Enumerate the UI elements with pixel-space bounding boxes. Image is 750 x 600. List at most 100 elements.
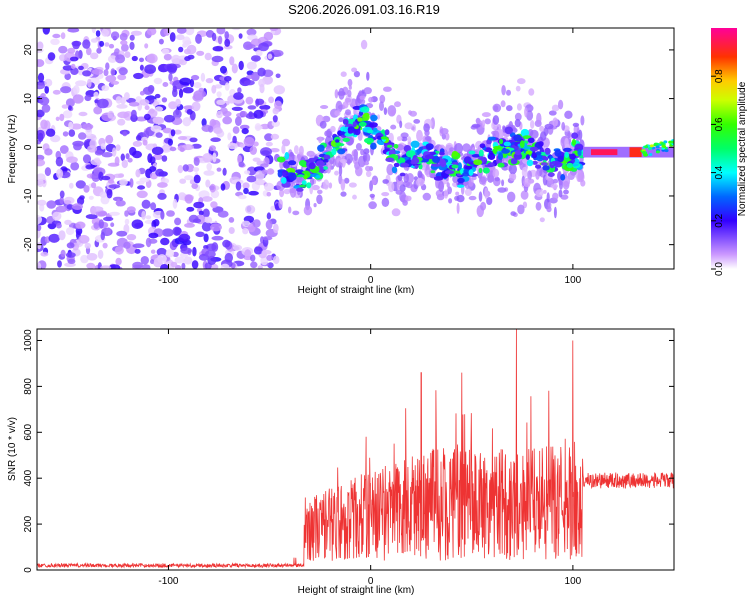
heatmap-cell: [166, 210, 175, 217]
heatmap-cell: [237, 87, 242, 94]
heatmap-cell: [163, 53, 172, 61]
heatmap-cell: [67, 28, 80, 33]
heatmap-cell: [515, 85, 521, 92]
heatmap-cell: [107, 110, 115, 119]
heatmap-cell: [86, 262, 96, 269]
heatmap-cell: [91, 172, 101, 183]
heatmap-cell: [195, 33, 202, 44]
heatmap-cell: [162, 82, 169, 87]
heatmap-cell: [37, 262, 42, 269]
heatmap-cell: [500, 100, 506, 108]
heatmap-cell: [124, 51, 131, 58]
heatmap-cell: [182, 87, 194, 94]
heatmap-cell: [529, 146, 539, 152]
heatmap-cell: [452, 175, 459, 183]
heatmap-cell: [201, 221, 212, 232]
heatmap-cell: [120, 96, 126, 105]
heatmap-cell: [526, 110, 534, 121]
heatmap-cell: [40, 251, 49, 257]
heatmap-cell: [465, 165, 473, 170]
heatmap-cell: [368, 96, 374, 103]
heatmap-cell: [135, 135, 142, 141]
heatmap-cell: [87, 78, 92, 88]
heatmap-cell: [288, 160, 297, 166]
heatmap-cell: [242, 182, 250, 190]
heatmap-cell: [353, 149, 359, 161]
heatmap-cell: [239, 143, 246, 148]
heatmap-cell: [342, 101, 349, 109]
heatmap-cell: [101, 28, 110, 37]
heatmap-cell: [37, 109, 45, 118]
heatmap-cell: [167, 138, 173, 146]
heatmap-cell: [37, 59, 45, 68]
heatmap-cell: [591, 149, 618, 156]
heatmap-cell: [259, 83, 265, 94]
heatmap-cell: [400, 132, 409, 139]
heatmap-cell: [142, 86, 154, 95]
heatmap-cell: [484, 118, 491, 125]
heatmap-cell: [37, 214, 42, 225]
heatmap-cell: [182, 164, 189, 172]
heatmap-cell: [44, 167, 52, 177]
heatmap-cell: [181, 144, 194, 151]
heatmap-cell: [446, 182, 450, 188]
heatmap-cell: [404, 122, 413, 130]
heatmap-cell: [425, 154, 435, 160]
heatmap-cell: [214, 84, 223, 89]
heatmap-cell: [344, 177, 350, 184]
heatmap-cell: [320, 105, 329, 109]
heatmap-cell: [508, 164, 517, 175]
heatmap-cell: [278, 199, 283, 209]
heatmap-cell: [83, 185, 90, 193]
heatmap-cell: [212, 152, 217, 163]
heatmap-cell: [498, 128, 504, 139]
heatmap-cell: [281, 170, 289, 178]
heatmap-cell: [139, 99, 150, 106]
heatmap-cell: [101, 175, 111, 181]
heatmap-cell: [60, 32, 66, 40]
heatmap-cell: [201, 118, 207, 127]
heatmap-cell: [104, 42, 110, 47]
heatmap-cell: [55, 156, 64, 167]
heatmap-cell: [313, 203, 317, 208]
heatmap-cell: [172, 198, 178, 209]
heatmap-cell: [251, 71, 260, 82]
heatmap-cell: [535, 201, 542, 211]
heatmap-cell: [400, 162, 410, 168]
heatmap-cell: [655, 150, 660, 154]
heatmap-cell: [108, 179, 115, 184]
heatmap-cell: [580, 179, 586, 187]
heatmap-cell: [178, 233, 191, 242]
heatmap-cell: [542, 189, 547, 194]
heatmap-cell: [424, 129, 430, 137]
heatmap-cell: [422, 192, 431, 201]
heatmap-cell: [539, 125, 545, 132]
heatmap-cell: [60, 86, 72, 94]
heatmap-cell: [430, 170, 436, 174]
heatmap-cell: [243, 136, 255, 147]
heatmap-cell: [185, 28, 195, 36]
heatmap-cell: [222, 116, 233, 125]
heatmap-cell: [501, 179, 505, 187]
heatmap-cell: [130, 30, 142, 36]
heatmap-cell: [210, 137, 221, 142]
heatmap-cell: [405, 195, 412, 202]
heatmap-cell: [263, 157, 270, 166]
heatmap-cell: [157, 182, 168, 188]
heatmap-cell: [41, 104, 51, 113]
heatmap-cell: [361, 106, 370, 113]
heatmap-cell: [157, 192, 167, 200]
heatmap-cell: [131, 109, 137, 119]
heatmap-cell: [108, 264, 121, 269]
heatmap-cell: [281, 138, 291, 147]
heatmap-cell: [580, 115, 585, 126]
heatmap-cell: [150, 202, 157, 211]
heatmap-cell: [370, 114, 378, 122]
heatmap-cell: [65, 227, 75, 236]
heatmap-cell: [204, 52, 212, 61]
heatmap-cell: [58, 230, 66, 241]
heatmap-cell: [264, 133, 274, 142]
heatmap-cell: [295, 169, 304, 174]
